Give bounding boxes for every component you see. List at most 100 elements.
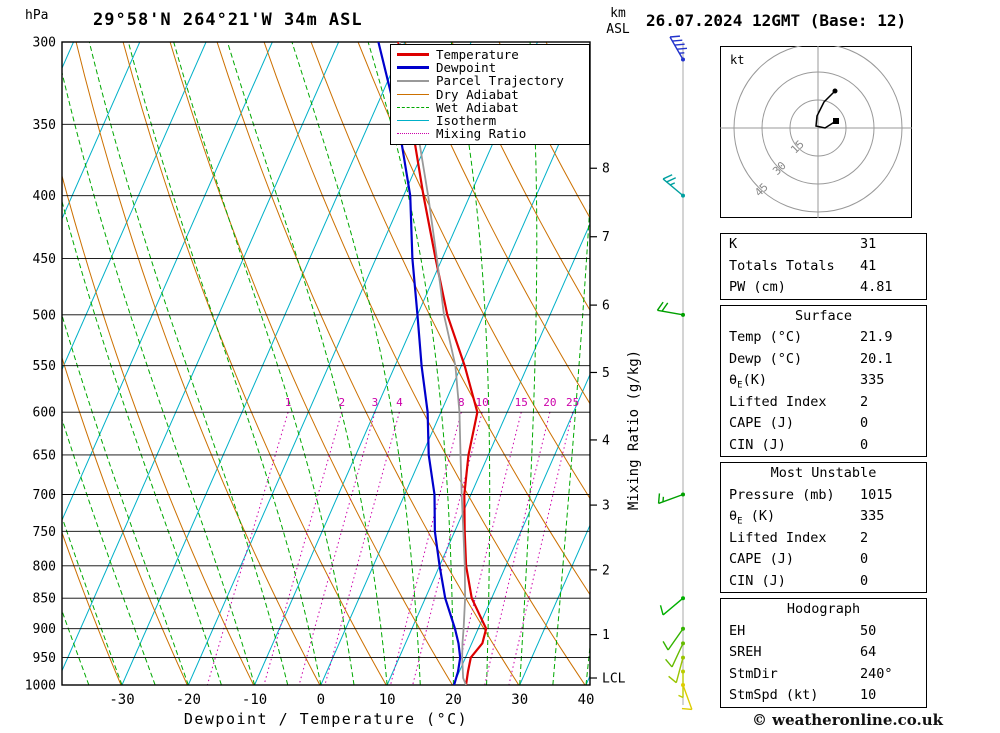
- wind-barb: [669, 35, 688, 62]
- pressure-tick-label: 750: [33, 525, 56, 540]
- row-label: CAPE (J): [729, 551, 795, 567]
- temp-tick-label: -30: [109, 692, 134, 708]
- isotherm-line: [452, 373, 590, 685]
- height-axis-unit-asl: ASL: [606, 22, 630, 37]
- legend-line-sample: [397, 106, 429, 108]
- isotherm-line: [62, 42, 273, 522]
- mixing-ratio-line: [206, 412, 289, 685]
- height-axis-unit-km: km: [610, 6, 626, 21]
- temp-tick-label: -10: [242, 692, 267, 708]
- table-row: K 31: [721, 234, 926, 256]
- run-datetime: 26.07.2024 12GMT (Base: 12): [646, 11, 907, 30]
- isotherm-line: [320, 72, 590, 685]
- table-row: EH 50: [721, 621, 926, 643]
- km-asl-ticks: 8 7 6 5 4 3 2 1 LCL: [590, 162, 626, 687]
- table-row: θE (K) 335: [721, 506, 926, 528]
- mixing-ratio-line: [508, 412, 574, 685]
- isotherm-line: [121, 42, 406, 685]
- hodograph-start-marker: [832, 88, 838, 94]
- wind-barb: [659, 596, 685, 616]
- legend-item: Parcel Trajectory: [397, 73, 585, 88]
- pressure-tick-label: 700: [33, 488, 56, 503]
- legend-item: Dry Adiabat: [397, 87, 585, 102]
- temp-tick-label: 10: [379, 692, 396, 708]
- table-row: StmSpd (kt) 10: [721, 685, 926, 707]
- table-row: CAPE (J) 0: [721, 413, 926, 435]
- table-row: CIN (J) 0: [721, 571, 926, 593]
- temperature-axis-label: Dewpoint / Temperature (°C): [183, 710, 469, 728]
- table-row: SREH 64: [721, 642, 926, 664]
- copyright-link[interactable]: © weatheronline.co.uk: [751, 711, 943, 729]
- km-tick-label: 5: [602, 366, 610, 381]
- mixing-ratio-line: [263, 412, 343, 685]
- legend-label: Wet Adiabat: [436, 99, 519, 115]
- mixing-ratio-labels: 1 2 3 4 8 10 15 20 25: [285, 396, 579, 409]
- mixing-ratio-line: [324, 412, 400, 685]
- wet-adiabat-line: [62, 417, 156, 685]
- row-value: 335: [860, 508, 885, 524]
- mixing-ratio-value: 1: [285, 396, 292, 409]
- table-row: θE(K) 335: [721, 370, 926, 392]
- temp-tick-label: 30: [511, 692, 528, 708]
- dry-adiabat-line: [404, 42, 590, 405]
- temp-tick-label: 40: [578, 692, 595, 708]
- pressure-tick-label: 300: [33, 36, 56, 51]
- mixing-ratio-value: 10: [476, 396, 489, 409]
- legend-item: Wet Adiabat: [397, 99, 585, 115]
- row-label: Pressure (mb): [729, 486, 835, 503]
- dry-adiabat-line: [75, 42, 321, 685]
- hodograph-ring: [733, 46, 903, 213]
- mixing-ratio-value: 3: [372, 396, 379, 409]
- legend-label: Temperature: [436, 47, 519, 63]
- pressure-tick-label: 950: [33, 651, 56, 666]
- dry-adiabat-line: [62, 174, 255, 685]
- wind-barb: [668, 655, 685, 684]
- mixing-ratio-value: 2: [338, 396, 345, 409]
- legend-label: Isotherm: [436, 113, 497, 129]
- wet-adiabat-line: [127, 42, 322, 685]
- pressure-tick-label: 850: [33, 592, 56, 607]
- legend-label: Dewpoint: [436, 60, 497, 76]
- row-label: StmDir: [729, 665, 778, 682]
- wet-adiabat-line: [291, 42, 421, 685]
- wet-adiabat-line: [62, 313, 189, 685]
- chart-legend: Temperature Dewpoint Parcel Trajectory Dry …: [390, 44, 590, 146]
- row-value: 21.9: [860, 329, 893, 345]
- table-row: Dewp (°C) 20.1: [721, 349, 926, 371]
- row-value: 4.81: [860, 279, 893, 295]
- storm-motion-marker: [833, 118, 839, 124]
- wind-barbs: [656, 35, 693, 711]
- table-row: Lifted Index 2: [721, 528, 926, 550]
- hodograph-trace: [815, 90, 837, 129]
- dry-adiabat-line: [62, 356, 188, 685]
- row-label: Lifted Index: [729, 529, 827, 546]
- table-row: PW (cm) 4.81: [721, 277, 926, 299]
- plot-border: [61, 41, 591, 686]
- dry-adiabat-line: [122, 42, 387, 685]
- legend-line-sample: [397, 120, 429, 122]
- wind-barb: [657, 492, 685, 505]
- subscript: E: [737, 380, 743, 391]
- wind-barb: [681, 683, 693, 711]
- legend-item: Isotherm: [397, 113, 585, 129]
- stats-table: Surface Temp (°C) 21.9 Dewp (°C) 20.1 θE(K) 33…: [720, 304, 927, 457]
- sounding-profiles: [377, 42, 488, 685]
- subscript: E: [737, 516, 743, 527]
- row-value: 1015: [860, 486, 893, 503]
- hodograph-unit-label: kt: [730, 53, 744, 67]
- table-row: Pressure (mb) 1015: [721, 485, 926, 507]
- mixing-ratio-value: 15: [515, 396, 528, 409]
- series-parcel-trajectory: [398, 42, 467, 685]
- isotherm-line: [519, 524, 590, 685]
- series-dewpoint: [377, 42, 462, 685]
- row-label: Dewp (°C): [729, 350, 803, 367]
- km-tick-label: 2: [602, 563, 610, 578]
- wet-adiabat-line: [552, 195, 590, 685]
- pressure-tick-label: 550: [33, 359, 56, 374]
- table-header: Most Unstable: [770, 465, 877, 481]
- table-row: StmDir 240°: [721, 664, 926, 686]
- legend-label: Mixing Ratio: [436, 126, 527, 142]
